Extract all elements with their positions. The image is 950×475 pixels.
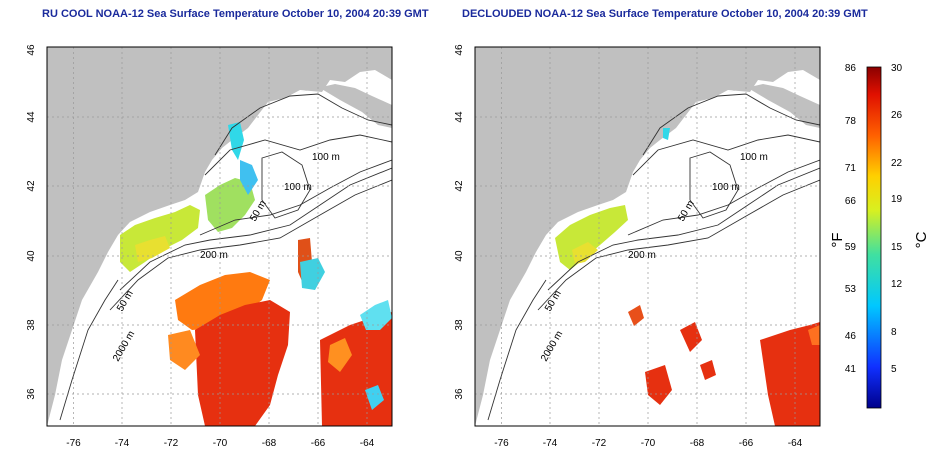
right-lon-tick: -76 <box>494 438 509 449</box>
right-map-frame <box>474 46 821 427</box>
left-lon-tick: -76 <box>66 438 81 449</box>
left-contour-label: 100 m <box>284 182 312 193</box>
left-lat-tick: 46 <box>26 44 37 56</box>
fahrenheit-tick: 53 <box>845 284 857 295</box>
right-lon-tick: -70 <box>641 438 656 449</box>
celsius-tick: 8 <box>891 327 897 338</box>
right-lat-tick: 44 <box>454 111 465 123</box>
left-lat-tick: 36 <box>26 388 37 400</box>
fahrenheit-tick: 66 <box>845 196 857 207</box>
left-lon-tick: -68 <box>262 438 277 449</box>
right-lon-tick: -72 <box>592 438 607 449</box>
left-map-land <box>47 47 392 426</box>
right-lon-tick: -68 <box>690 438 705 449</box>
left-lon-tick: -72 <box>164 438 179 449</box>
right-contour-label: 100 m <box>740 152 768 163</box>
celsius-unit-label: °C <box>913 231 930 248</box>
right-lat-tick: 38 <box>454 319 465 331</box>
right-map-land <box>475 47 820 426</box>
left-lon-tick: -74 <box>115 438 130 449</box>
right-lon-tick: -64 <box>788 438 803 449</box>
fahrenheit-tick: 46 <box>845 331 857 342</box>
left-lat-tick: 38 <box>26 319 37 331</box>
celsius-tick: 30 <box>891 63 903 74</box>
celsius-tick: 15 <box>891 242 903 253</box>
right-map-panel: 100 m 100 m 50 m 200 m 50 m 2000 m -76 -… <box>454 44 821 449</box>
right-lon-tick: -74 <box>543 438 558 449</box>
left-lon-tick: -70 <box>213 438 228 449</box>
celsius-tick: 26 <box>891 110 903 121</box>
left-graticule <box>47 47 392 426</box>
right-bathymetry-contours <box>487 93 820 421</box>
left-map-title: RU COOL NOAA-12 Sea Surface Temperature … <box>42 8 429 20</box>
right-contour-label: 100 m <box>712 182 740 193</box>
left-lon-tick: -64 <box>360 438 375 449</box>
right-contour-label: 200 m <box>628 250 656 261</box>
fahrenheit-tick: 86 <box>845 63 857 74</box>
left-contour-label: 200 m <box>200 250 228 261</box>
celsius-tick: 12 <box>891 279 903 290</box>
celsius-tick: 5 <box>891 364 897 375</box>
celsius-tick: 19 <box>891 194 903 205</box>
right-graticule <box>475 47 820 426</box>
fahrenheit-tick: 41 <box>845 364 857 375</box>
left-contour-label: 100 m <box>312 152 340 163</box>
right-lat-tick: 36 <box>454 388 465 400</box>
fahrenheit-tick: 78 <box>845 116 857 127</box>
right-lat-tick: 40 <box>454 250 465 262</box>
right-sst-pixels <box>555 128 820 426</box>
left-map-frame <box>46 46 393 427</box>
fahrenheit-unit-label: °F <box>829 232 846 247</box>
right-lat-tick: 46 <box>454 44 465 56</box>
colorbar-gradient <box>866 66 882 409</box>
right-map-title: DECLOUDED NOAA-12 Sea Surface Temperatur… <box>462 8 868 20</box>
celsius-tick: 22 <box>891 158 903 169</box>
left-bathymetry-contours <box>59 93 392 421</box>
left-lat-tick: 44 <box>26 111 37 123</box>
right-lon-tick: -66 <box>739 438 754 449</box>
right-lat-tick: 42 <box>454 180 465 192</box>
left-lat-tick: 40 <box>26 250 37 262</box>
fahrenheit-tick: 71 <box>845 163 857 174</box>
temperature-colorbar: 86 78 71 66 59 53 46 41 30 26 22 19 15 1… <box>829 63 930 409</box>
left-lat-tick: 42 <box>26 180 37 192</box>
left-lon-tick: -66 <box>311 438 326 449</box>
fahrenheit-tick: 59 <box>845 242 857 253</box>
left-map-panel: 100 m 100 m 50 m 200 m 50 m 2000 m -76 -… <box>26 44 393 449</box>
